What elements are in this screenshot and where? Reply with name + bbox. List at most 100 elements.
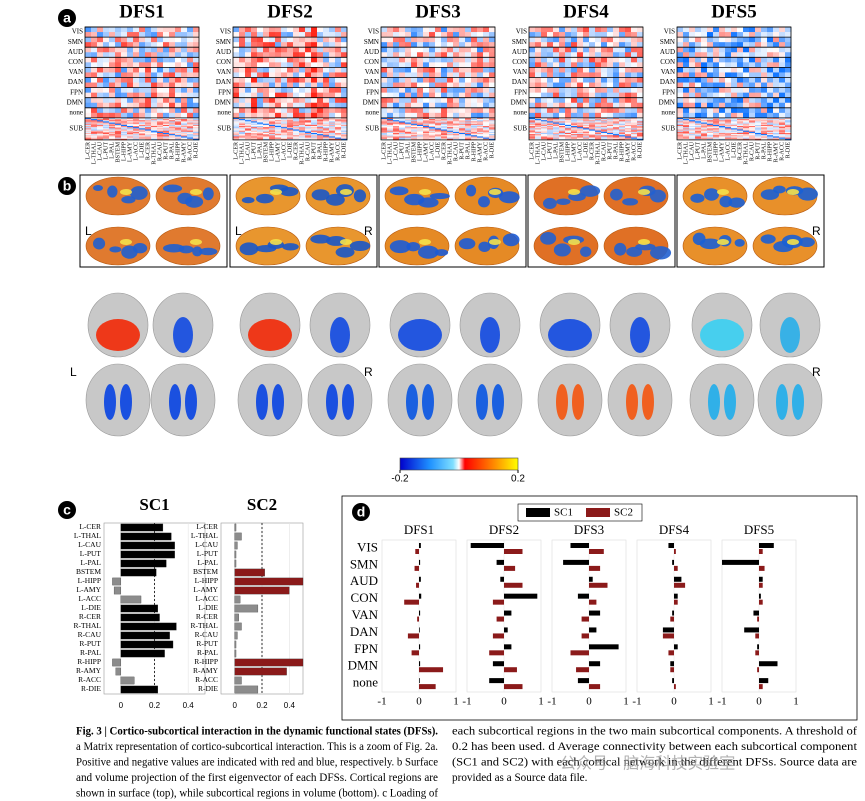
matrix-cell <box>785 57 792 63</box>
matrix-cell <box>453 134 460 136</box>
x-tick-label: 0.4 <box>284 701 296 710</box>
matrix-cell <box>127 112 134 119</box>
matrix-cell <box>731 47 738 53</box>
matrix-cell <box>707 57 714 63</box>
matrix-cell <box>281 62 288 68</box>
category-label: R-HIPP <box>194 657 218 666</box>
matrix-cell <box>429 77 436 83</box>
matrix-cell <box>293 67 300 73</box>
matrix-cell <box>483 131 490 134</box>
matrix-cell <box>589 129 596 131</box>
matrix-cell <box>269 128 276 130</box>
matrix-cell <box>529 107 536 114</box>
matrix-cell <box>755 37 762 43</box>
row-label: FPN <box>218 88 231 96</box>
matrix-cell <box>175 132 182 135</box>
matrix-cell <box>127 37 134 43</box>
matrix-cell <box>239 32 246 38</box>
matrix-cell <box>541 119 548 121</box>
category-label: R-PAL <box>197 648 218 657</box>
matrix-cell <box>571 119 578 121</box>
matrix-cell <box>417 127 424 129</box>
matrix-cell <box>299 124 306 127</box>
matrix-cell <box>157 52 164 58</box>
matrix-cell <box>299 82 306 88</box>
matrix-cell <box>233 82 240 88</box>
matrix-cell <box>785 62 792 68</box>
matrix-cell <box>583 137 590 140</box>
matrix-cell <box>559 27 566 33</box>
volume-region <box>548 319 592 351</box>
matrix-cell <box>97 128 104 130</box>
matrix-cell <box>341 102 348 109</box>
matrix-cell <box>341 121 348 123</box>
matrix-cell <box>707 135 714 137</box>
matrix-cell <box>399 130 406 133</box>
matrix-cell <box>275 62 282 68</box>
matrix-cell <box>257 107 264 114</box>
bar <box>759 549 763 554</box>
matrix-cell <box>737 72 744 78</box>
matrix-cell <box>145 122 152 124</box>
matrix-cell <box>595 112 602 119</box>
matrix-cell <box>335 134 342 136</box>
column-label: L-DIE <box>582 142 589 158</box>
matrix-cell <box>163 62 170 68</box>
matrix-cell <box>417 131 424 134</box>
matrix-cell <box>465 120 472 122</box>
matrix-cell <box>127 119 134 121</box>
matrix-cell <box>607 42 614 48</box>
matrix-cell <box>293 127 300 129</box>
matrix-cell <box>725 82 732 88</box>
matrix-cell <box>601 27 608 33</box>
matrix-cell <box>695 136 702 138</box>
matrix-cell <box>387 134 394 136</box>
matrix-cell <box>281 120 288 122</box>
matrix-cell <box>109 138 116 141</box>
matrix-cell <box>625 126 632 128</box>
matrix-cell <box>245 37 252 43</box>
matrix-cell <box>139 82 146 88</box>
matrix-cell <box>601 77 608 83</box>
matrix-cell <box>399 120 406 122</box>
matrix-cell <box>565 82 572 88</box>
matrix-cell <box>707 131 714 134</box>
matrix-cell <box>607 126 614 128</box>
bar <box>589 644 619 650</box>
matrix-cell <box>115 67 122 73</box>
matrix-cell <box>767 137 774 140</box>
x-tick-label: 1 <box>708 696 714 708</box>
matrix-cell <box>601 136 608 138</box>
matrix-cell <box>169 37 176 43</box>
matrix-cell <box>779 42 786 48</box>
matrix-cell <box>785 37 792 43</box>
matrix-cell <box>719 47 726 53</box>
category-label: AUD <box>350 573 378 588</box>
matrix-cell <box>387 57 394 63</box>
matrix-cell <box>115 122 122 124</box>
matrix-cell <box>683 132 690 135</box>
matrix-cell <box>121 128 128 130</box>
matrix-cell <box>547 77 554 83</box>
matrix-cell <box>193 42 200 48</box>
matrix-cell <box>323 120 330 122</box>
cortex-patch <box>340 189 352 195</box>
matrix-cell <box>459 27 466 33</box>
matrix-cell <box>677 129 684 131</box>
matrix-cell <box>737 92 744 98</box>
cortex-patch <box>93 185 103 191</box>
matrix-cell <box>683 117 690 120</box>
matrix-cell <box>731 117 738 120</box>
matrix-cell <box>553 129 560 131</box>
matrix-cell <box>299 57 306 63</box>
matrix-cell <box>233 131 240 134</box>
matrix-cell <box>381 137 388 140</box>
matrix-cell <box>459 117 466 120</box>
matrix-cell <box>477 27 484 33</box>
matrix-cell <box>139 120 146 122</box>
matrix-cell <box>453 87 460 93</box>
matrix-cell <box>767 102 774 109</box>
matrix-cell <box>109 127 116 129</box>
matrix-cell <box>287 42 294 48</box>
matrix-cell <box>565 138 572 141</box>
